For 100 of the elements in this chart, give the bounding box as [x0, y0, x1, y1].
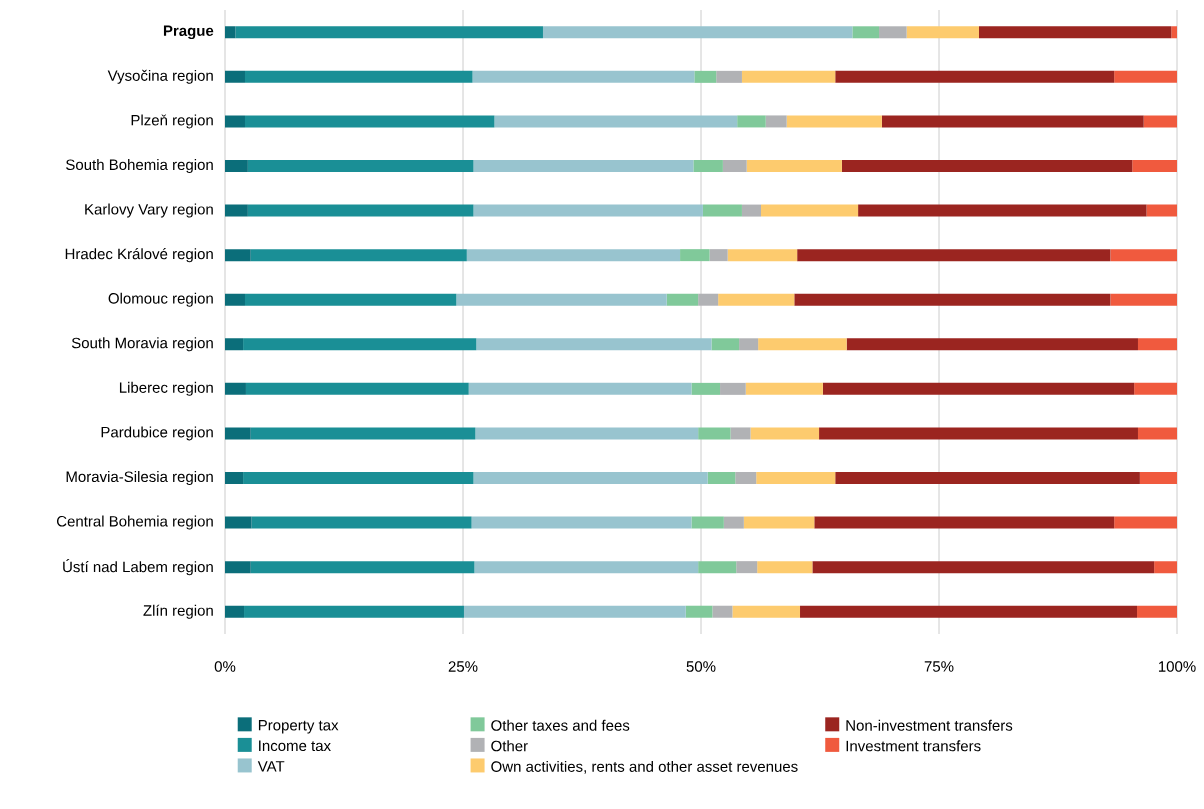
bar — [702, 204, 742, 217]
bar — [727, 249, 798, 262]
bar — [1114, 516, 1178, 529]
bar — [225, 70, 245, 83]
bar — [743, 516, 815, 529]
x-tick-label: 75% — [924, 661, 954, 672]
bar — [800, 605, 1138, 618]
bar — [225, 605, 245, 618]
bar — [786, 115, 882, 128]
bar — [756, 472, 836, 485]
bar — [760, 204, 859, 217]
bar — [456, 293, 667, 306]
bar — [730, 427, 751, 440]
bar — [250, 249, 467, 262]
bar — [1154, 561, 1178, 574]
bar — [822, 382, 1135, 395]
bar — [225, 160, 248, 173]
x-tick-label: 25% — [448, 661, 478, 672]
x-tick-label: 50% — [686, 661, 716, 672]
bar — [841, 160, 1133, 173]
bar — [978, 26, 1172, 39]
bar — [475, 427, 699, 440]
bar — [225, 293, 245, 306]
y-tick-label: Zlín region — [143, 604, 213, 619]
bar — [245, 70, 473, 83]
bar — [245, 382, 469, 395]
y-tick-label: South Bohemia region — [66, 159, 213, 173]
bar — [243, 472, 474, 485]
bar — [250, 427, 476, 440]
bar — [1114, 70, 1178, 83]
bar — [225, 382, 246, 395]
bar — [225, 516, 252, 529]
bar — [722, 160, 747, 173]
bar — [757, 561, 813, 574]
y-tick-label: Olomouc region — [108, 292, 213, 307]
bar — [1110, 249, 1178, 262]
bar — [698, 561, 737, 574]
bar — [476, 338, 712, 351]
y-tick-label: Karlovy Vary region — [85, 203, 213, 218]
bar — [244, 605, 464, 618]
bar — [1171, 26, 1178, 39]
y-tick-label: Pardubice region — [101, 426, 213, 441]
bar — [735, 472, 757, 485]
bar — [694, 70, 717, 83]
bar — [1137, 338, 1178, 351]
bar — [741, 70, 836, 83]
legend-label: VAT — [257, 761, 285, 772]
bar — [251, 516, 472, 529]
bar — [472, 70, 695, 83]
bar — [716, 70, 742, 83]
legend-label: Non-investment transfers — [846, 719, 1013, 731]
bar — [471, 516, 692, 529]
bar — [1137, 605, 1178, 618]
bar — [466, 249, 681, 262]
bar — [711, 338, 740, 351]
y-tick-label: Moravia-Silesia region — [66, 471, 213, 485]
bar — [1110, 293, 1178, 306]
bar — [473, 160, 694, 173]
y-tick-label: Central Bohemia region — [56, 515, 213, 530]
bar — [494, 115, 738, 128]
bar — [797, 249, 1111, 262]
bar — [718, 293, 795, 306]
bar — [247, 160, 474, 173]
bar — [1137, 427, 1178, 440]
bar — [473, 472, 708, 485]
bar — [685, 605, 713, 618]
bar — [225, 249, 251, 262]
bar — [750, 427, 820, 440]
y-tick-label: South Moravia region — [71, 337, 213, 352]
bar — [666, 293, 699, 306]
bar — [225, 115, 245, 128]
bar — [906, 26, 979, 39]
bar — [693, 160, 723, 173]
bar — [225, 204, 248, 217]
legend-label: Other taxes and fees — [491, 719, 630, 731]
x-tick-label: 0% — [214, 661, 236, 672]
bar — [758, 338, 847, 351]
y-tick-label: Plzeň region — [131, 114, 213, 129]
bar — [235, 26, 543, 39]
bar — [243, 338, 477, 351]
bar — [225, 338, 244, 351]
bar — [1132, 160, 1178, 173]
y-tick-label: Hradec Králové region — [65, 248, 213, 263]
bar — [225, 427, 251, 440]
legend-label: Other — [491, 740, 528, 752]
y-tick-label: Prague — [163, 25, 214, 40]
bar — [812, 561, 1155, 574]
bar — [474, 561, 699, 574]
bar — [225, 26, 236, 39]
bar — [680, 249, 710, 262]
bar — [691, 516, 724, 529]
bar — [712, 605, 733, 618]
bar — [1139, 472, 1178, 485]
bar — [691, 382, 721, 395]
bar — [846, 338, 1138, 351]
bar — [225, 561, 251, 574]
bar — [698, 427, 731, 440]
bar — [473, 204, 703, 217]
y-tick-label: Liberec region — [119, 381, 213, 396]
x-tick-label: 100% — [1158, 661, 1196, 672]
